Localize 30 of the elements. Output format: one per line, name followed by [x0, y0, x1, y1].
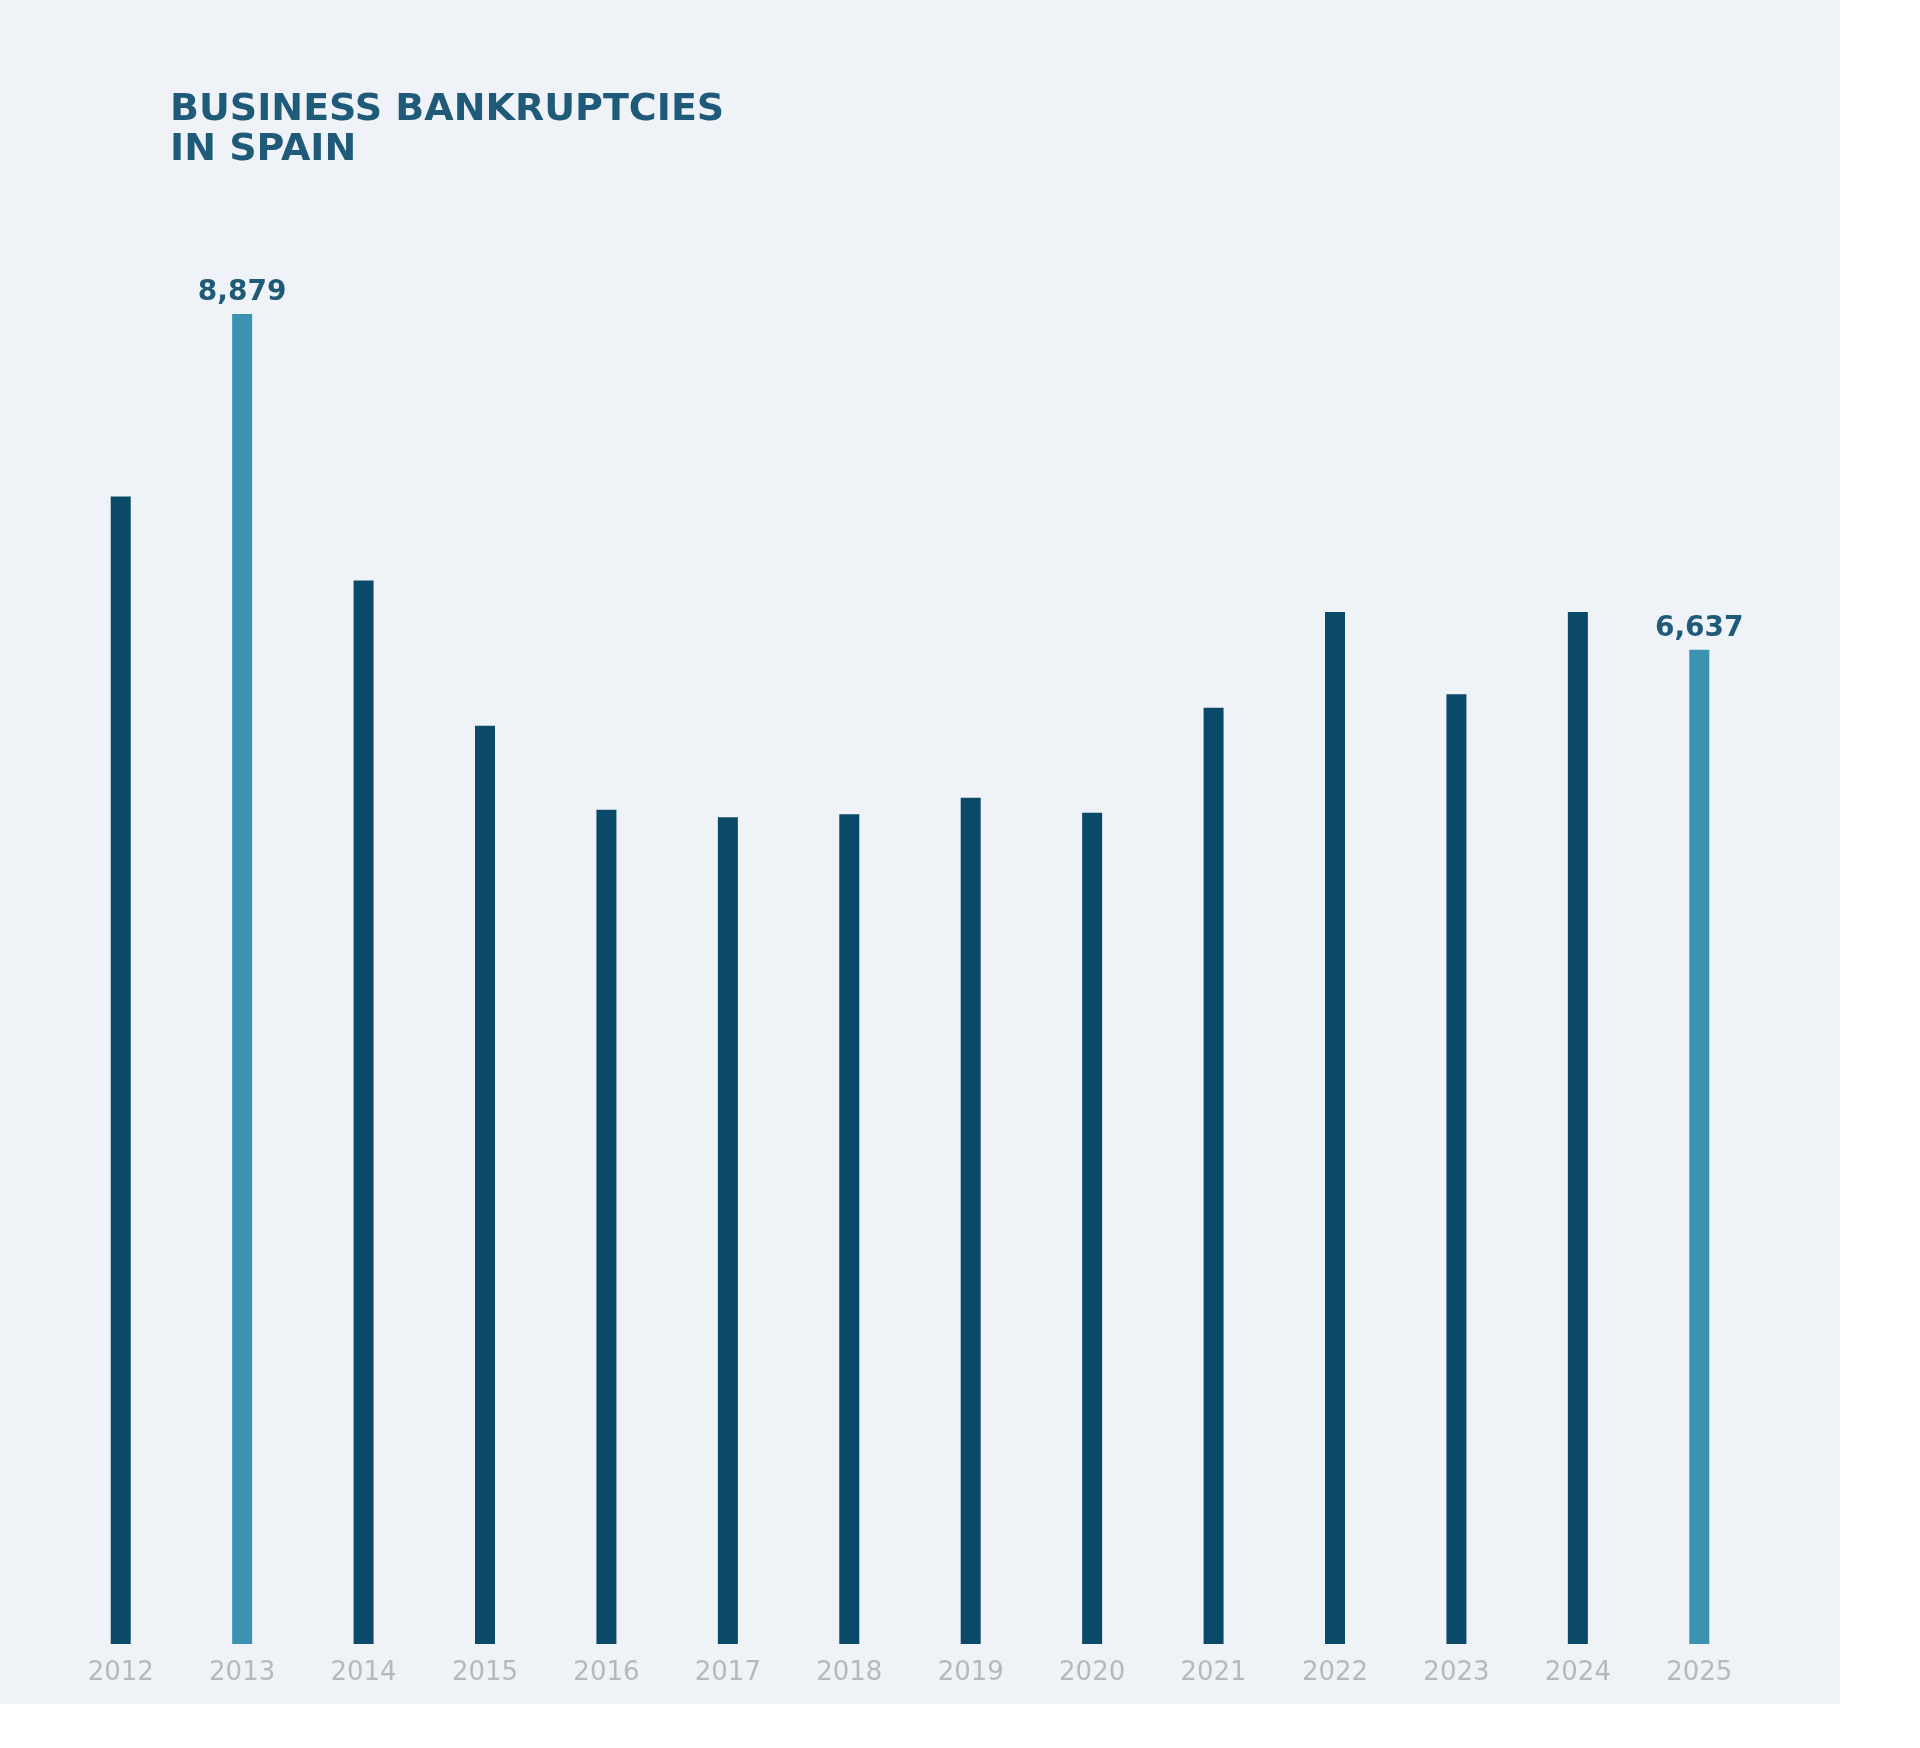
x-tick-label: 2024: [1544, 1655, 1611, 1686]
bar: [960, 797, 981, 1644]
bar: [1325, 611, 1345, 1644]
x-tick-label: 2013: [209, 1655, 276, 1686]
x-tick-label: 2015: [451, 1655, 519, 1686]
x-tick-label: 2017: [694, 1655, 761, 1686]
x-tick-label: 2019: [937, 1655, 1004, 1686]
x-tick-label: 2022: [1301, 1655, 1369, 1686]
bar: [353, 580, 374, 1644]
data-label: 8,879: [197, 274, 287, 307]
x-tick-label: 2021: [1180, 1655, 1247, 1686]
bar: [1082, 812, 1103, 1644]
bar: [1446, 694, 1467, 1644]
bar: [1203, 707, 1224, 1644]
x-tick-label: 2025: [1666, 1655, 1733, 1686]
x-tick-label: 2018: [816, 1655, 883, 1686]
bar: [110, 496, 131, 1644]
x-tick-label: 2012: [87, 1655, 154, 1686]
bar: [839, 814, 860, 1644]
bar: [596, 809, 617, 1644]
bar: [1567, 611, 1588, 1644]
bar: [232, 314, 253, 1644]
x-tick-label: 2020: [1059, 1655, 1126, 1686]
x-tick-label: 2014: [330, 1655, 397, 1686]
bar: [475, 725, 495, 1644]
x-tick-label: 2016: [573, 1655, 640, 1686]
data-label: 6,637: [1655, 609, 1744, 643]
x-tick-label: 2023: [1423, 1655, 1490, 1686]
bar: [1689, 649, 1710, 1644]
bar: [717, 817, 738, 1644]
